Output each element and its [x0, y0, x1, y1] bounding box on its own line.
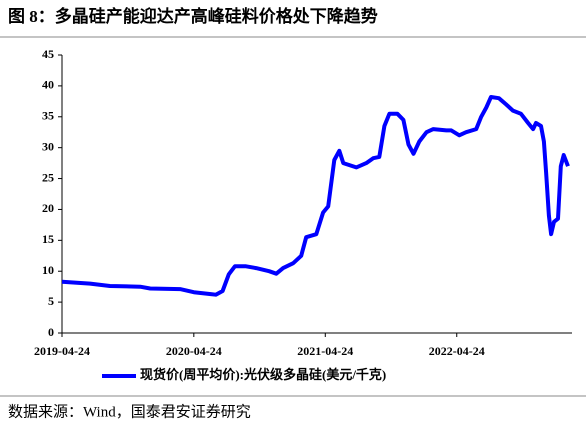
legend-label: 现货价(周平均价):光伏级多晶硅(美元/千克) [140, 367, 386, 382]
y-tick-label: 40 [42, 78, 54, 92]
y-tick-label: 5 [48, 294, 54, 308]
x-tick-label: 2022-04-24 [429, 344, 485, 358]
y-tick-label: 20 [42, 201, 54, 215]
y-tick-label: 15 [42, 232, 54, 246]
y-tick-label: 30 [42, 139, 54, 153]
y-tick-label: 0 [48, 325, 54, 339]
series-line [61, 95, 570, 297]
y-tick-label: 10 [42, 263, 54, 277]
x-tick-label: 2020-04-24 [166, 344, 222, 358]
x-tick-label: 2021-04-24 [297, 344, 353, 358]
y-tick-label: 25 [42, 170, 54, 184]
y-tick-label: 35 [42, 109, 54, 123]
chart-title: 图 8：多晶硅产能迎达产高峰硅料价格处下降趋势 [8, 6, 378, 26]
x-tick-label: 2019-04-24 [34, 344, 90, 358]
y-tick-label: 45 [42, 47, 54, 61]
source-note: 数据来源：Wind，国泰君安证券研究 [8, 403, 251, 420]
